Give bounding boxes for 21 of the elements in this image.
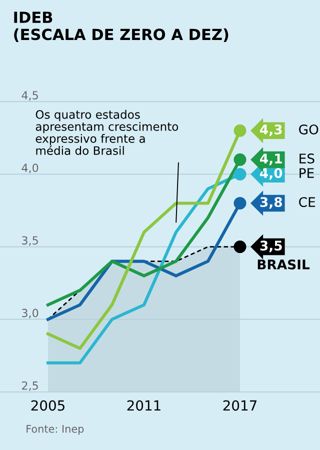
data-label: 4,1 [260,154,282,166]
data-label: 4,3 [260,124,282,136]
y-tick-label: 2,5 [22,381,38,391]
legend-label: ES [300,154,314,164]
y-tick-label: 4,0 [22,164,38,174]
legend-label: CE [299,197,316,208]
legend-label: PE [300,168,314,178]
x-tick-label: 2017 [223,400,256,411]
text: IDEB (ESCALA DE ZERO A DEZ) [14,12,228,42]
y-tick-label: 4,5 [22,91,38,101]
series-label: BRASIL [258,260,310,270]
y-tick-label: 3,5 [22,236,38,246]
annotation: Os quatro estados apresentam crescimento expressivo frente a média do Brasil [36,110,178,155]
annotation: Fonte: Inep [26,425,84,435]
x-tick-label: 2005 [31,400,64,411]
data-label: 3,5 [260,240,282,252]
x-tick-label: 2011 [127,400,160,411]
data-label: 3,8 [260,197,282,209]
legend-label: GO [299,124,318,134]
y-tick-label: 3,0 [22,308,38,318]
data-label: 4,0 [260,168,282,180]
